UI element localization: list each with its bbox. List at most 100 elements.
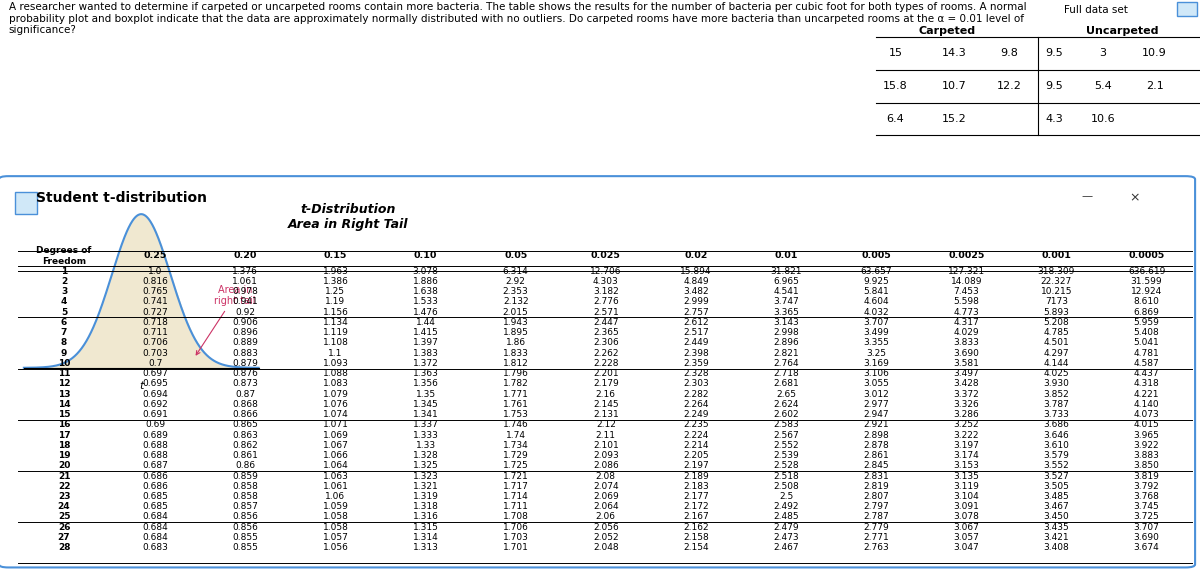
- Text: 0.868: 0.868: [233, 400, 258, 409]
- Text: 2.306: 2.306: [593, 339, 619, 347]
- Text: 3.091: 3.091: [953, 502, 979, 511]
- Text: 3.646: 3.646: [1044, 431, 1069, 439]
- Text: 3.610: 3.610: [1044, 441, 1069, 450]
- Text: 2.101: 2.101: [593, 441, 619, 450]
- Text: 1.476: 1.476: [413, 308, 438, 317]
- Text: 6.869: 6.869: [1134, 308, 1159, 317]
- Text: Uncarpeted: Uncarpeted: [1086, 26, 1158, 35]
- Text: 2.353: 2.353: [503, 287, 528, 296]
- Text: 1.761: 1.761: [503, 400, 529, 409]
- Text: 0.87: 0.87: [235, 390, 256, 399]
- Text: 4.140: 4.140: [1134, 400, 1159, 409]
- Text: 2.08: 2.08: [596, 471, 616, 480]
- Text: 2.757: 2.757: [683, 308, 709, 317]
- Text: 1.119: 1.119: [323, 328, 348, 337]
- Text: 4.015: 4.015: [1134, 420, 1159, 430]
- Text: 2.583: 2.583: [773, 420, 799, 430]
- Text: 0.859: 0.859: [233, 471, 258, 480]
- Text: 3.707: 3.707: [863, 318, 889, 327]
- Text: 0.727: 0.727: [143, 308, 168, 317]
- Text: 2.398: 2.398: [683, 349, 709, 358]
- Text: Student t-distribution: Student t-distribution: [36, 191, 206, 205]
- Text: 3.408: 3.408: [1044, 543, 1069, 552]
- Text: 0.863: 0.863: [233, 431, 258, 439]
- Text: 1.729: 1.729: [503, 451, 528, 460]
- Text: 0.941: 0.941: [233, 297, 258, 307]
- Text: 5.959: 5.959: [1134, 318, 1159, 327]
- Text: 2.845: 2.845: [863, 461, 889, 470]
- Text: 3.768: 3.768: [1134, 492, 1159, 501]
- Text: 2.064: 2.064: [593, 502, 619, 511]
- Text: 22.327: 22.327: [1040, 277, 1072, 286]
- Text: 2.763: 2.763: [863, 543, 889, 552]
- Text: 1.397: 1.397: [413, 339, 438, 347]
- Text: 0.0025: 0.0025: [948, 251, 984, 260]
- Text: 10.7: 10.7: [941, 81, 966, 91]
- Text: 1.079: 1.079: [323, 390, 348, 399]
- Text: t-Distribution
Area in Right Tail: t-Distribution Area in Right Tail: [288, 204, 408, 231]
- Text: 1.725: 1.725: [503, 461, 528, 470]
- Text: 2.056: 2.056: [593, 523, 619, 532]
- Text: 0.691: 0.691: [143, 410, 168, 419]
- Text: 2.797: 2.797: [863, 502, 889, 511]
- Text: 2.015: 2.015: [503, 308, 528, 317]
- Text: 1.345: 1.345: [413, 400, 438, 409]
- Text: 0.861: 0.861: [233, 451, 258, 460]
- Text: 2.508: 2.508: [773, 482, 799, 491]
- Text: 2.303: 2.303: [683, 379, 709, 388]
- Text: 2.205: 2.205: [683, 451, 709, 460]
- Text: 3.435: 3.435: [1044, 523, 1069, 532]
- Text: 0.873: 0.873: [233, 379, 258, 388]
- Text: 1.064: 1.064: [323, 461, 348, 470]
- Text: 10.215: 10.215: [1040, 287, 1072, 296]
- Text: 3.182: 3.182: [593, 287, 619, 296]
- Text: 1.33: 1.33: [415, 441, 436, 450]
- Text: 4.541: 4.541: [773, 287, 799, 296]
- Text: 1.156: 1.156: [323, 308, 348, 317]
- Text: 0.92: 0.92: [235, 308, 256, 317]
- Text: 2.473: 2.473: [773, 533, 799, 542]
- Text: 5: 5: [61, 308, 67, 317]
- Text: 1.717: 1.717: [503, 482, 529, 491]
- Text: 4.303: 4.303: [593, 277, 619, 286]
- Text: 9: 9: [61, 349, 67, 358]
- Text: 20: 20: [58, 461, 70, 470]
- Text: 3.047: 3.047: [954, 543, 979, 552]
- Text: 3.552: 3.552: [1044, 461, 1069, 470]
- Text: 23: 23: [58, 492, 71, 501]
- Text: 0.10: 0.10: [414, 251, 437, 260]
- Text: 1: 1: [61, 267, 67, 276]
- Text: 4.3: 4.3: [1045, 114, 1063, 124]
- Text: 1.35: 1.35: [415, 390, 436, 399]
- Text: 2.365: 2.365: [593, 328, 619, 337]
- Text: 127.321: 127.321: [948, 267, 985, 276]
- Text: 1.319: 1.319: [413, 492, 438, 501]
- Text: 2.779: 2.779: [863, 523, 889, 532]
- Text: 3.197: 3.197: [953, 441, 979, 450]
- Text: 0.684: 0.684: [143, 523, 168, 532]
- Text: 15: 15: [888, 48, 902, 58]
- Text: 0.687: 0.687: [143, 461, 168, 470]
- Text: 0.858: 0.858: [233, 482, 258, 491]
- Text: 3.852: 3.852: [1044, 390, 1069, 399]
- Text: 13: 13: [58, 390, 71, 399]
- Text: 1.0: 1.0: [148, 267, 162, 276]
- Text: 1.86: 1.86: [505, 339, 526, 347]
- Text: 2.831: 2.831: [863, 471, 889, 480]
- Text: 6: 6: [61, 318, 67, 327]
- Text: 0.20: 0.20: [234, 251, 257, 260]
- Text: 10: 10: [58, 359, 70, 368]
- Text: 2.898: 2.898: [863, 431, 889, 439]
- Text: 1.796: 1.796: [503, 369, 529, 378]
- Text: 1.701: 1.701: [503, 543, 529, 552]
- Text: 0.02: 0.02: [684, 251, 708, 260]
- Text: 4.318: 4.318: [1134, 379, 1159, 388]
- Text: 0.855: 0.855: [233, 543, 258, 552]
- Text: 2.189: 2.189: [683, 471, 709, 480]
- Text: 1.721: 1.721: [503, 471, 528, 480]
- Text: 14.089: 14.089: [950, 277, 982, 286]
- Text: A researcher wanted to determine if carpeted or uncarpeted rooms contain more ba: A researcher wanted to determine if carp…: [8, 2, 1026, 35]
- Text: 25: 25: [58, 513, 71, 522]
- Text: 0.01: 0.01: [774, 251, 798, 260]
- Text: 2.552: 2.552: [773, 441, 799, 450]
